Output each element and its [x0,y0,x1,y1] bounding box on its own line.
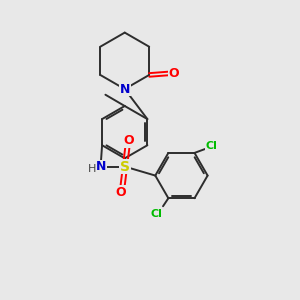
Text: O: O [116,186,126,199]
Text: O: O [124,134,134,147]
Text: Cl: Cl [206,141,218,152]
Text: S: S [120,160,130,174]
Text: N: N [96,160,106,173]
Text: H: H [88,164,96,174]
Text: Cl: Cl [151,209,162,219]
Text: O: O [169,67,179,80]
Text: N: N [119,82,130,96]
